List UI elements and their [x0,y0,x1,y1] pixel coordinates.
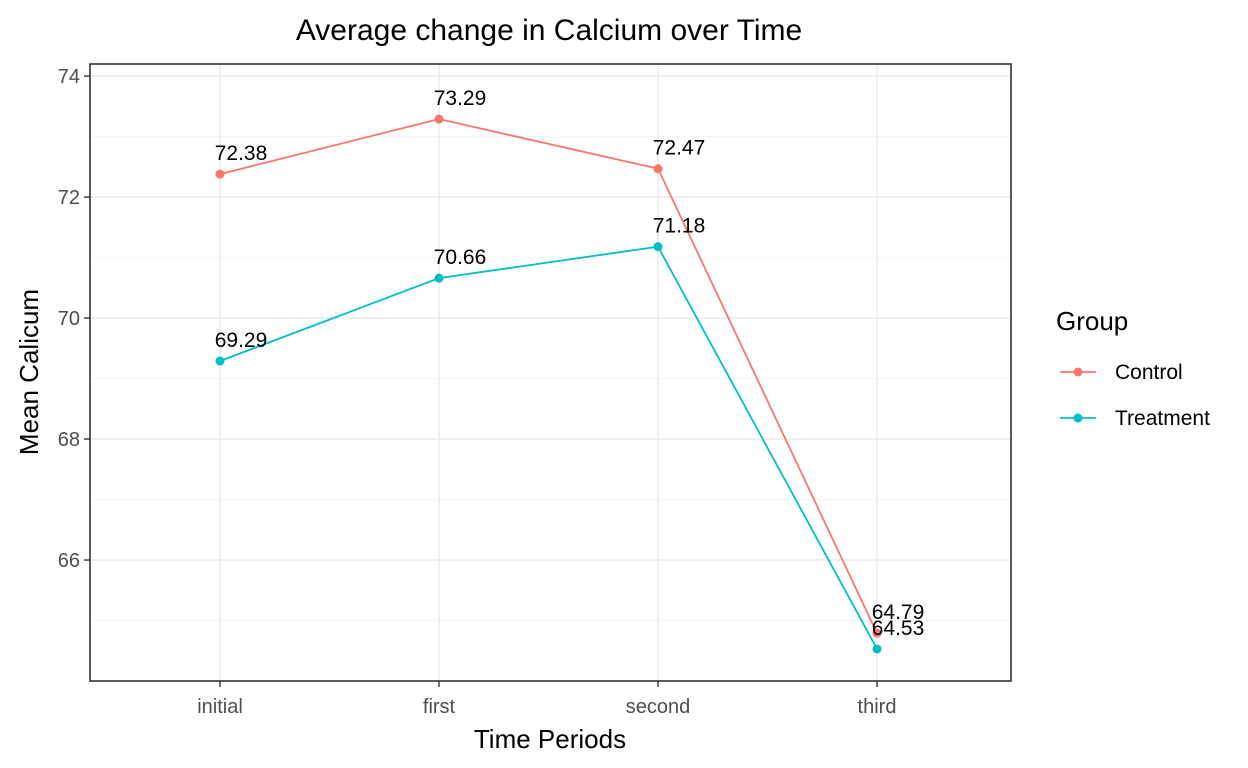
data-label: 70.66 [434,246,487,269]
data-point [215,169,225,179]
panel-border [89,63,1012,682]
y-tick-label: 72 [58,187,80,209]
data-point [872,644,882,654]
data-point [215,356,225,366]
data-label: 71.18 [653,215,706,238]
data-label: 64.79 [872,601,925,624]
axes: 66 68 70 72 74 initial first second third [58,66,897,718]
x-tick-label: first [423,696,456,718]
data-point [434,114,444,124]
series-layer [215,114,882,654]
legend-key-point [1073,413,1083,423]
legend-title: Group [1056,306,1128,336]
data-point [653,164,663,174]
x-tick-label: second [626,696,691,718]
grid [90,64,1011,681]
legend-label-control: Control [1115,361,1183,384]
data-point [872,628,882,638]
x-tick-label: initial [197,696,243,718]
series-line-treatment [219,245,878,650]
legend-label-treatment: Treatment [1115,407,1210,430]
data-label: 72.47 [653,137,706,160]
data-point [434,273,444,283]
legend-key-point [1073,367,1083,377]
y-tick-label: 70 [58,308,80,330]
y-axis-title: Mean Calicum [14,289,44,455]
data-label: 69.29 [215,329,268,352]
data-labels: 72.38 73.29 72.47 64.79 69.29 70.66 71.18 64.53 [215,87,925,640]
series-line-control [219,118,878,634]
y-tick-label: 66 [58,550,80,572]
data-point [653,242,663,252]
data-label: 73.29 [434,87,487,110]
x-axis-title: Time Periods [474,724,626,754]
data-label: 64.53 [872,617,925,640]
x-tick-label: third [858,696,897,718]
y-tick-label: 74 [58,66,80,88]
y-tick-label: 68 [58,429,80,451]
chart-title: Average change in Calcium over Time [296,14,802,47]
legend: Group Control Treatment [1056,306,1210,430]
legend-items: Control Treatment [1060,361,1210,430]
data-label: 72.38 [215,142,268,165]
